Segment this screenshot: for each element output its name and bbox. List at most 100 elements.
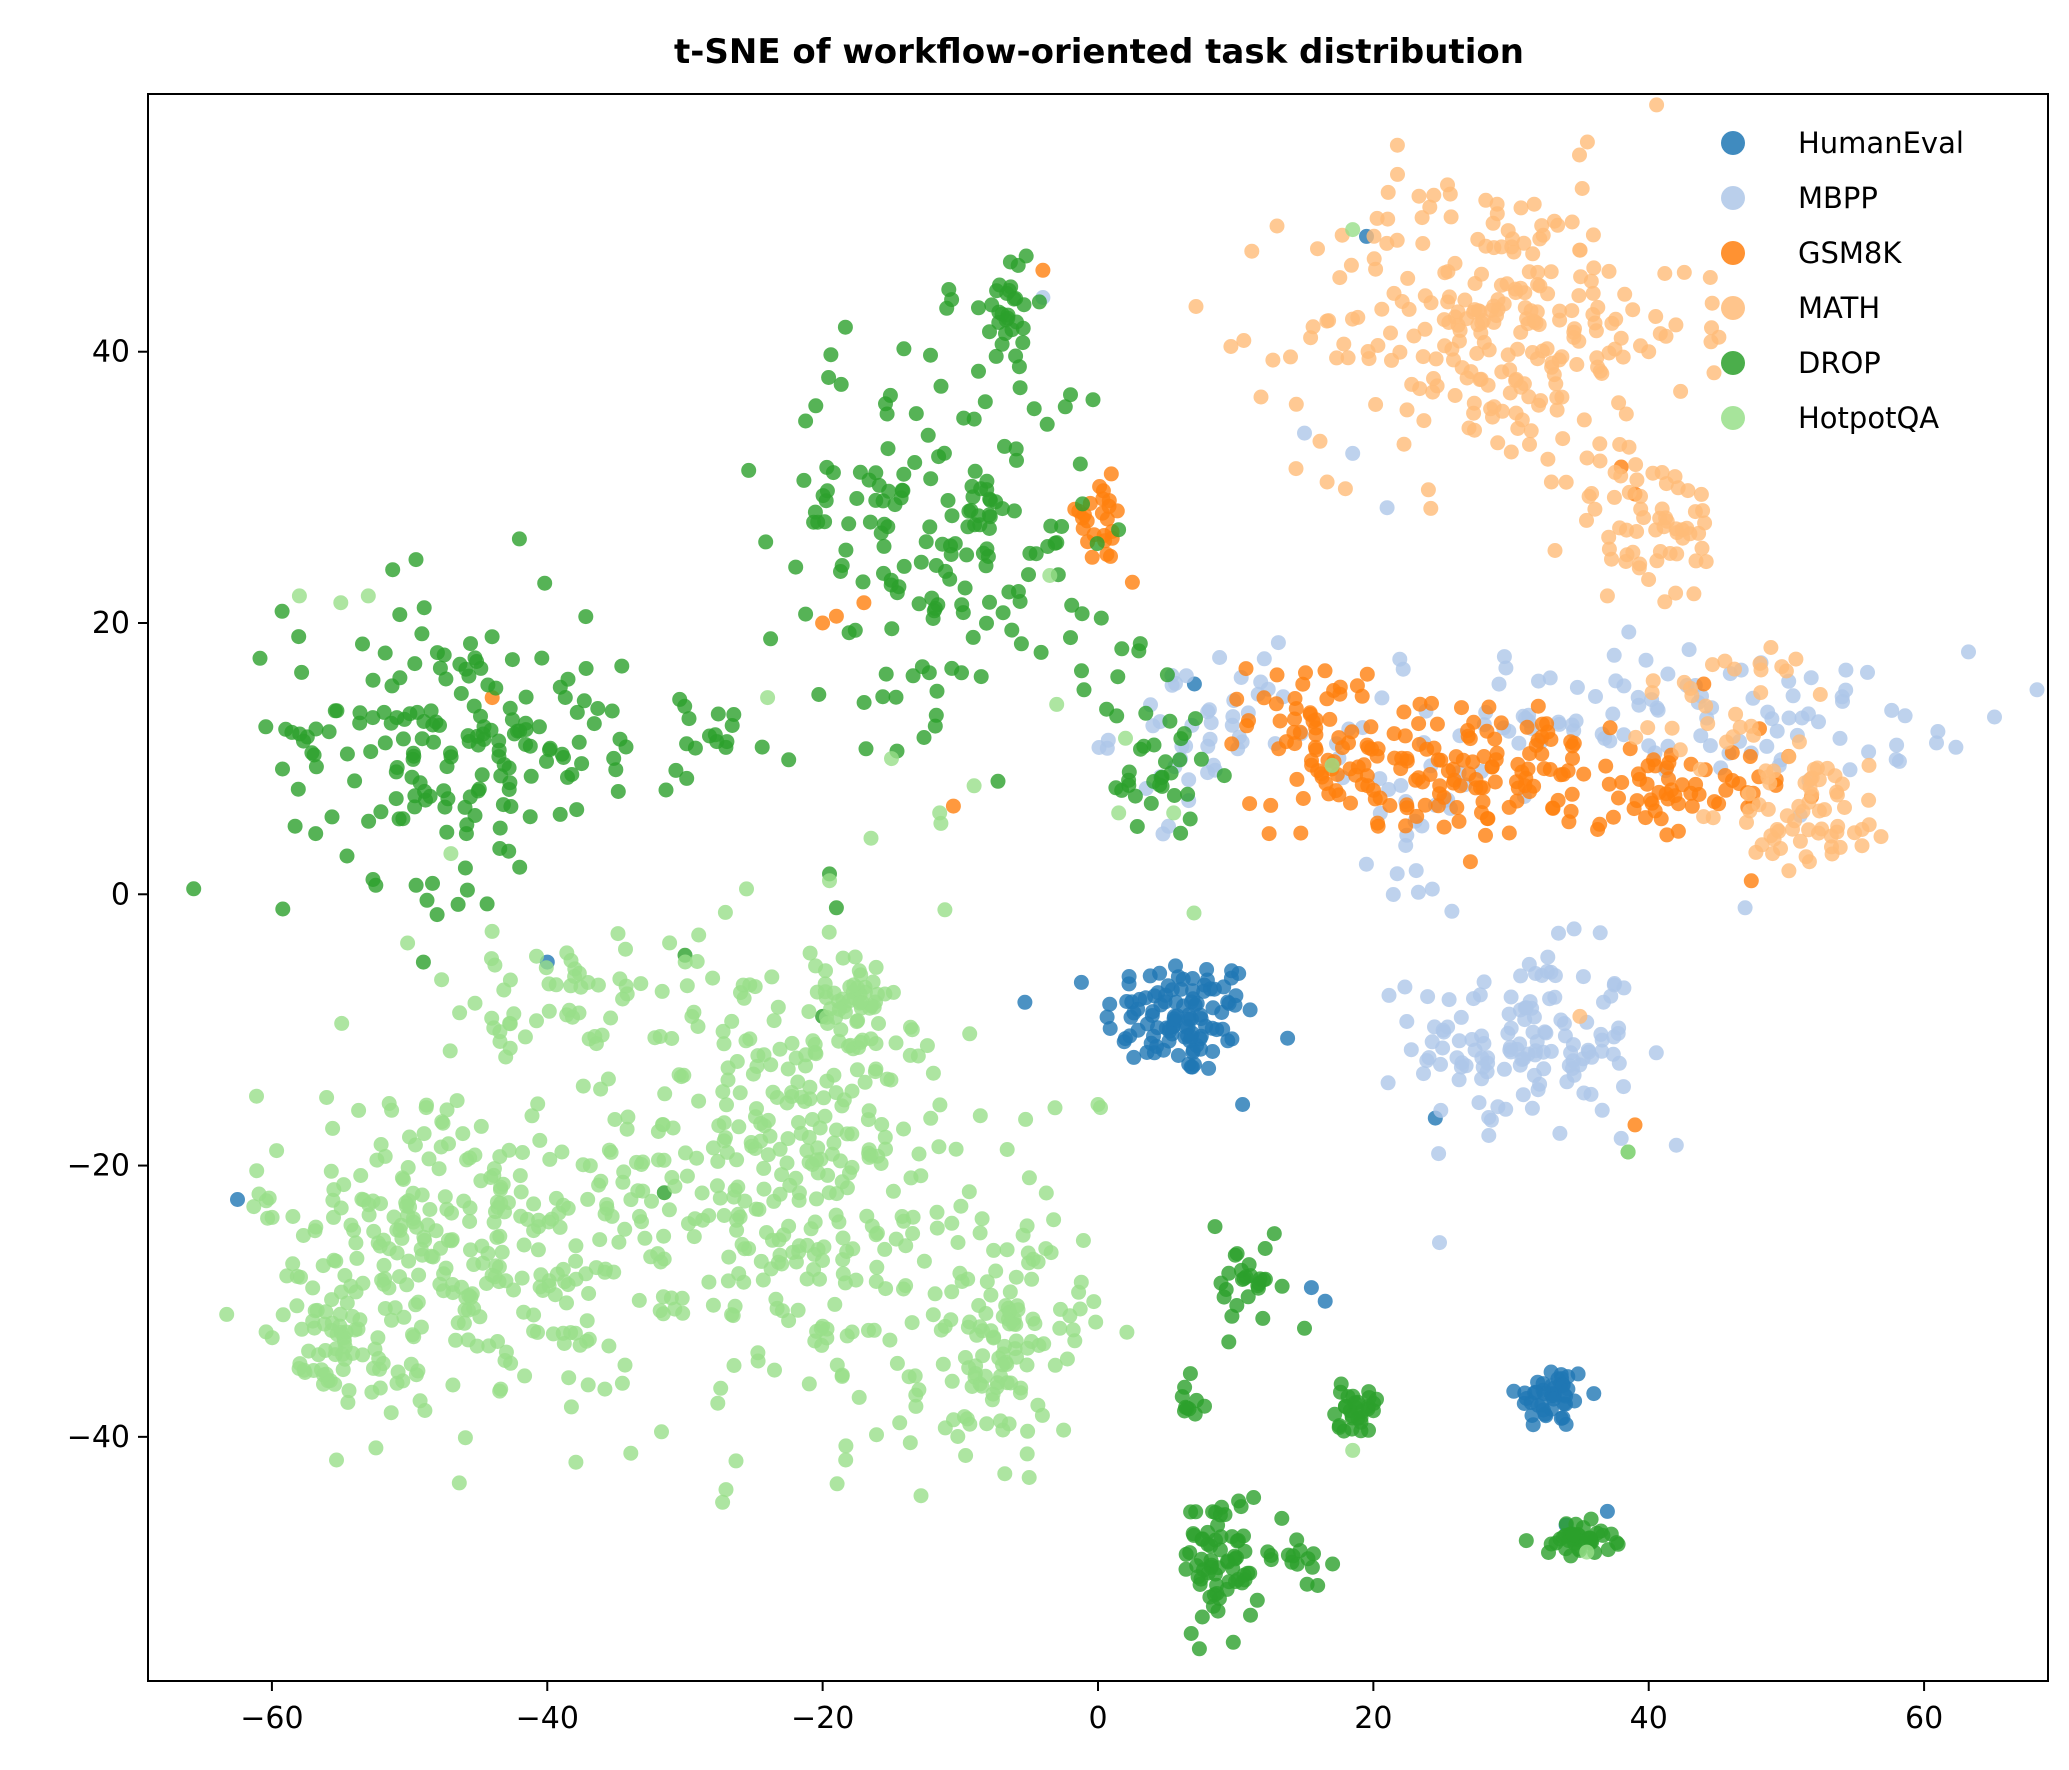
data-point (576, 693, 592, 709)
data-point (431, 1161, 447, 1177)
data-point (764, 969, 780, 985)
data-point (473, 1173, 489, 1189)
data-point (1286, 724, 1302, 740)
data-point (837, 319, 853, 335)
data-point (762, 1128, 778, 1144)
data-point (1550, 217, 1566, 233)
data-point (1409, 808, 1425, 824)
data-point (819, 1330, 835, 1346)
data-point (1627, 1117, 1643, 1133)
data-point (1625, 302, 1641, 318)
data-point (839, 1328, 855, 1344)
data-point (913, 1488, 929, 1504)
data-point (1629, 793, 1645, 809)
data-point (1325, 1556, 1341, 1572)
data-point (1861, 744, 1877, 760)
data-point (398, 1198, 414, 1214)
data-point (1592, 816, 1608, 832)
data-point (1481, 342, 1497, 358)
data-point (1417, 288, 1433, 304)
data-point (1183, 1059, 1199, 1075)
data-point (1426, 740, 1442, 756)
data-point (963, 502, 979, 518)
data-point (1423, 500, 1439, 516)
data-point (731, 1266, 747, 1282)
data-point (534, 650, 550, 666)
data-point (345, 1309, 361, 1324)
data-point (1089, 536, 1105, 552)
data-point (333, 1200, 349, 1216)
data-point (396, 1309, 412, 1325)
data-point (719, 734, 735, 750)
data-point (1519, 719, 1535, 735)
data-point (493, 1195, 509, 1211)
data-point (1386, 285, 1402, 301)
data-point (1193, 751, 1209, 767)
data-point (923, 1110, 939, 1126)
data-point (1696, 676, 1712, 692)
data-point (483, 722, 499, 738)
data-point (943, 1312, 959, 1328)
data-point (892, 1415, 908, 1431)
data-point (1103, 548, 1118, 564)
data-point (1517, 1012, 1533, 1028)
data-point (1229, 691, 1245, 707)
data-point (1075, 496, 1090, 512)
data-point (1227, 997, 1243, 1013)
data-point (411, 1267, 427, 1283)
data-point (1546, 1391, 1562, 1407)
data-point (1702, 270, 1718, 285)
data-point (460, 1302, 476, 1318)
data-point (931, 449, 947, 465)
data-point (1854, 838, 1870, 854)
data-point (979, 482, 995, 498)
data-point (347, 1322, 363, 1338)
data-point (437, 1189, 453, 1205)
data-point (838, 1438, 854, 1454)
data-point (801, 1004, 817, 1020)
data-point (1145, 1004, 1161, 1020)
data-point (1419, 1053, 1435, 1069)
data-point (1592, 436, 1608, 452)
data-point (1676, 674, 1692, 690)
data-point (749, 1059, 765, 1074)
data-point (457, 799, 473, 815)
data-point (1411, 716, 1427, 732)
data-point (1242, 796, 1258, 812)
data-point (756, 1047, 772, 1063)
data-point (381, 1096, 397, 1111)
data-point (1012, 594, 1028, 609)
data-point (1403, 1042, 1419, 1058)
data-point (404, 769, 420, 785)
data-point (1386, 726, 1402, 742)
legend-marker (1721, 296, 1745, 320)
data-point (467, 1147, 483, 1163)
data-point (1543, 1536, 1559, 1552)
data-point (512, 1168, 528, 1184)
data-point (711, 1118, 727, 1134)
data-point (823, 347, 839, 363)
data-point (480, 1245, 496, 1261)
data-point (1249, 1592, 1265, 1608)
data-point (1454, 700, 1469, 716)
data-point (1489, 206, 1505, 222)
data-point (1752, 656, 1768, 671)
data-point (1199, 962, 1215, 977)
data-point (1263, 1548, 1279, 1563)
data-point (1842, 762, 1858, 778)
data-point (332, 1306, 348, 1322)
data-point (1527, 1047, 1543, 1063)
data-point (1589, 350, 1605, 366)
data-point (407, 656, 423, 672)
data-point (323, 1163, 339, 1179)
data-point (1490, 292, 1506, 308)
data-point (1086, 1294, 1102, 1310)
data-point (1158, 987, 1174, 1003)
data-point (1344, 1408, 1360, 1424)
data-point (922, 519, 938, 535)
data-point (400, 1160, 416, 1175)
data-point (559, 1295, 574, 1311)
data-point (429, 907, 445, 923)
data-point (506, 1006, 522, 1022)
data-point (1033, 644, 1049, 660)
